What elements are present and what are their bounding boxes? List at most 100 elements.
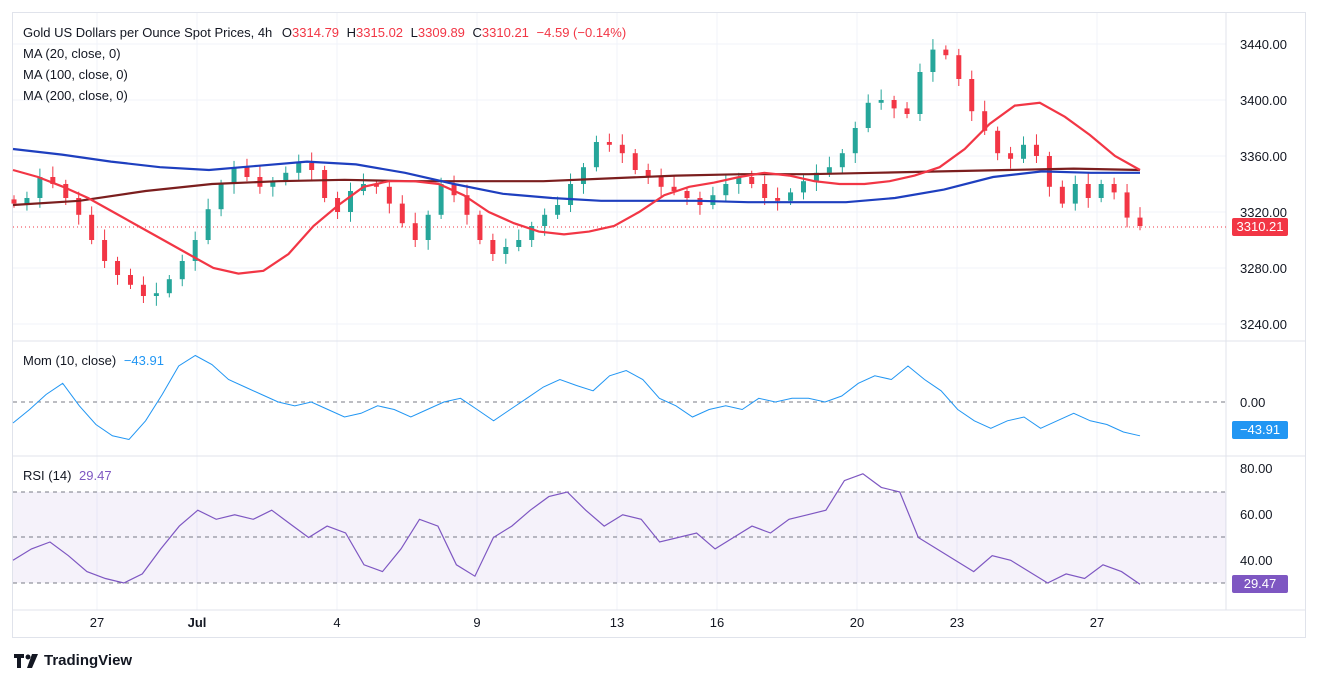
price-tick: 3400.00 (1240, 93, 1287, 108)
candle-body (63, 184, 69, 198)
candle-body (399, 203, 405, 224)
tradingview-logo[interactable]: TradingView (14, 652, 132, 669)
candle-body (1111, 184, 1117, 193)
price-tick: 3280.00 (1240, 261, 1287, 276)
candles (11, 39, 1143, 306)
mom-tag: −43.91 (1232, 421, 1288, 439)
rsi-legend[interactable]: RSI (14) 29.47 (23, 468, 112, 484)
candle-body (529, 226, 535, 240)
candle-body (904, 108, 910, 114)
candle-body (839, 153, 845, 168)
candle-body (542, 214, 548, 226)
candle-body (593, 142, 599, 168)
candle-body (619, 144, 625, 154)
candle-body (244, 167, 250, 177)
time-tick: Jul (188, 615, 207, 630)
candle-body (24, 198, 30, 204)
candle-body (50, 177, 56, 184)
candle-body (645, 170, 651, 177)
change-value: −4.59 (−0.14%) (536, 25, 627, 40)
rsi-line (12, 473, 1141, 585)
candle-body (270, 181, 276, 187)
candle-body (322, 170, 328, 198)
candle-body (658, 177, 664, 187)
mom-value: −43.91 (123, 353, 164, 368)
time-tick: 4 (333, 615, 340, 630)
candle-body (309, 163, 315, 170)
candle-body (192, 240, 198, 261)
price-tick: 3240.00 (1240, 317, 1287, 332)
candle-body (775, 198, 781, 201)
candle-body (943, 49, 949, 56)
candle-body (736, 177, 742, 184)
ma20-legend[interactable]: MA (20, close, 0) (23, 46, 121, 61)
candle-body (296, 163, 302, 173)
candle-body (813, 172, 819, 182)
last-price-tag: 3310.21 (1232, 218, 1288, 236)
time-tick: 20 (850, 615, 864, 630)
candle-body (1021, 144, 1027, 159)
candle-body (438, 184, 444, 215)
time-tick: 9 (473, 615, 480, 630)
time-tick: 13 (610, 615, 624, 630)
tradingview-icon (14, 653, 38, 668)
candle-body (127, 275, 133, 285)
candle-body (1137, 217, 1143, 226)
candle-body (568, 184, 574, 205)
candle-body (231, 167, 237, 184)
candle-body (1098, 184, 1104, 198)
close-label: C (472, 25, 482, 40)
candle-body (982, 111, 988, 131)
mom-legend[interactable]: Mom (10, close) −43.91 (23, 353, 164, 369)
candle-body (115, 261, 121, 275)
candle-body (412, 223, 418, 240)
rsi-tag: 29.47 (1232, 575, 1288, 593)
candle-body (11, 199, 17, 204)
candle-body (1008, 153, 1014, 159)
candle-body (516, 240, 522, 247)
candle-body (852, 128, 858, 154)
candle-body (1072, 184, 1078, 204)
ma200-legend[interactable]: MA (200, close, 0) (23, 88, 128, 103)
time-tick: 27 (90, 615, 104, 630)
open-value: 3314.79 (292, 25, 340, 40)
high-label: H (346, 25, 357, 40)
rsi-tick: 80.00 (1240, 461, 1273, 476)
candle-body (749, 177, 755, 184)
candle-body (891, 100, 897, 109)
candle-body (671, 186, 677, 191)
rsi-tick: 60.00 (1240, 507, 1273, 522)
candle-body (179, 261, 185, 280)
candle-body (464, 195, 470, 215)
low-value: 3309.89 (417, 25, 465, 40)
candle-body (580, 167, 586, 184)
candle-body (373, 184, 379, 187)
candle-body (917, 72, 923, 114)
time-tick: 23 (950, 615, 964, 630)
candle-body (283, 172, 289, 182)
candle-body (995, 130, 1001, 154)
rsi-value: 29.47 (79, 468, 112, 483)
candle-body (1033, 144, 1039, 156)
candle-body (1085, 184, 1091, 198)
candle-body (788, 192, 794, 201)
candle-body (451, 184, 457, 196)
candle-body (930, 49, 936, 72)
price-tick: 3440.00 (1240, 37, 1287, 52)
ma100-legend[interactable]: MA (100, close, 0) (23, 67, 128, 82)
candle-body (205, 209, 211, 240)
candle-body (956, 55, 962, 79)
mom-tick: 0.00 (1240, 395, 1265, 410)
candle-body (632, 153, 638, 170)
low-label: L (410, 25, 418, 40)
candle-body (425, 214, 431, 240)
time-tick: 27 (1090, 615, 1104, 630)
candle-body (386, 186, 392, 204)
mom-label: Mom (10, close) (23, 353, 117, 368)
candle-body (878, 100, 884, 103)
candle-body (723, 184, 729, 196)
candle-body (555, 205, 561, 215)
symbol-header: Gold US Dollars per Ounce Spot Prices, 4… (23, 25, 626, 41)
candle-body (102, 240, 108, 261)
